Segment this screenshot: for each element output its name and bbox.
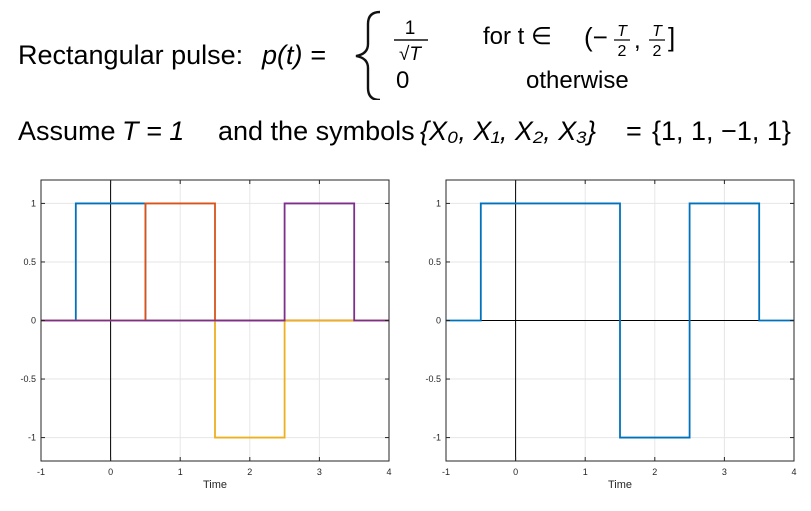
symbols-equals: = [626, 116, 642, 146]
y-tick-label: 1 [31, 198, 36, 208]
x-tick-label: 3 [317, 467, 322, 477]
x-tick-label: 0 [513, 467, 518, 477]
x-tick-label: 1 [583, 467, 588, 477]
y-tick-label: 0.5 [428, 257, 441, 267]
y-tick-label: 1 [436, 198, 441, 208]
definition-label: Rectangular pulse: [18, 40, 243, 70]
cases-brace [355, 10, 381, 100]
x-tick-label: -1 [442, 467, 450, 477]
case1-condition: for t ∈ [483, 23, 552, 50]
definition-lhs: p(t) = [261, 40, 326, 70]
symbols-set: {X₀, X₁, X₂, X₃} [420, 116, 596, 146]
series-line-blue [446, 202, 794, 439]
x-tick-label: 2 [652, 467, 657, 477]
y-tick-label: 0 [436, 316, 441, 326]
x-tick-label: -1 [37, 467, 45, 477]
x-tick-label: 2 [247, 467, 252, 477]
pulse-definition: Rectangular pulse: p(t) = 1 √T for t ∈ (… [18, 10, 675, 100]
series-line-purple [41, 202, 389, 322]
y-tick-label: -0.5 [20, 374, 36, 384]
y-tick-label: -1 [28, 433, 36, 443]
x-axis-label: Time [608, 479, 632, 491]
symbols-values: {1, 1, −1, 1} [652, 116, 791, 146]
assumption-line: Assume T = 1 and the symbols {X₀, X₁, X₂… [18, 116, 791, 146]
case2-condition: otherwise [526, 67, 629, 94]
interval-right-num: T [652, 23, 663, 40]
interval-left-num: T [617, 23, 628, 40]
y-tick-label: -1 [433, 433, 441, 443]
x-tick-label: 3 [722, 467, 727, 477]
assumption-mid: and the symbols [218, 116, 415, 146]
case1-numerator: 1 [405, 18, 416, 39]
case1-denominator: √T [399, 44, 422, 65]
x-axis-label: Time [203, 479, 227, 491]
interval-comma: , [634, 27, 641, 54]
interval-left-den: 2 [618, 43, 627, 60]
interval-open: (− [584, 22, 608, 52]
case2-value: 0 [396, 67, 409, 94]
y-tick-label: 0.5 [23, 257, 36, 267]
assumption-prefix: Assume [18, 116, 116, 146]
y-tick-label: 0 [31, 316, 36, 326]
x-tick-label: 1 [178, 467, 183, 477]
y-tick-label: -0.5 [425, 374, 441, 384]
interval-close: ] [668, 22, 675, 52]
chart-summed-signal: -1 0 1 2 3 4 -1 -0.5 0 0.5 1 Time [425, 179, 797, 491]
x-tick-label: 4 [386, 467, 391, 477]
assumption-T: T = 1 [122, 116, 184, 146]
chart-symbol-pulses: -1 0 1 2 3 4 -1 -0.5 0 0.5 1 Time [20, 179, 392, 491]
interval-right-den: 2 [653, 43, 662, 60]
x-tick-label: 4 [791, 467, 796, 477]
x-tick-label: 0 [108, 467, 113, 477]
